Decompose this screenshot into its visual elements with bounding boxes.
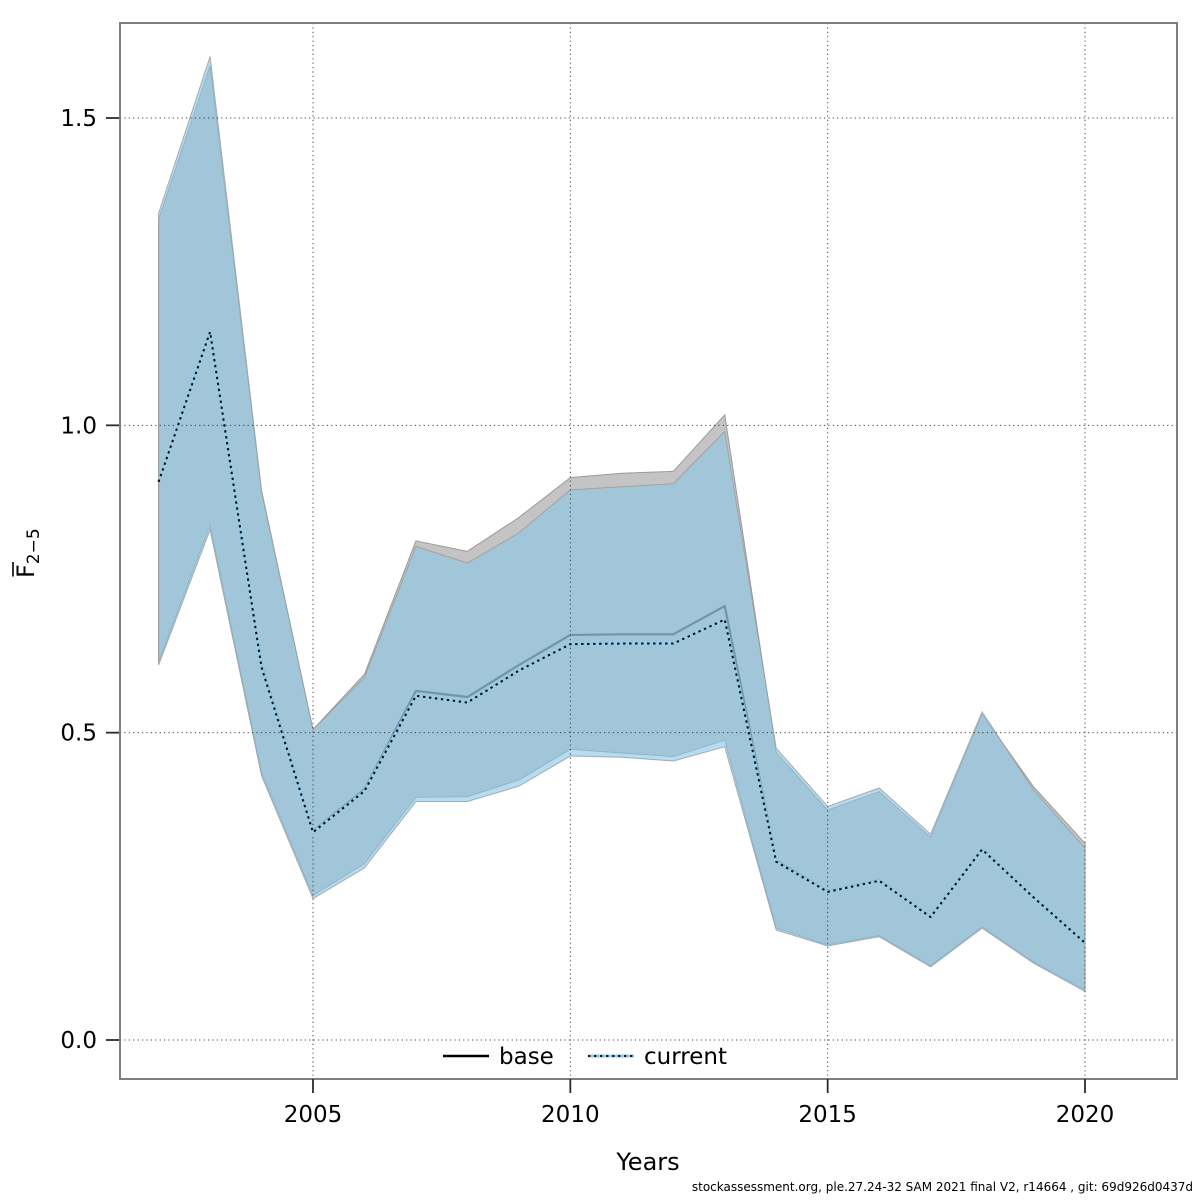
chart-generated-layers: 0.0 0.5 1.0 1.5 2005 2010 2015 2020 [60, 22, 1178, 1128]
axes-frame-layer: 0.0 0.5 1.0 1.5 2005 2010 2015 2020 [60, 22, 1178, 1128]
y-tick-label: 0.5 [60, 721, 97, 747]
y-axis-title: F2−5 [12, 528, 44, 578]
footer-attribution: stockassessment.org, ple.27.24-32 SAM 20… [692, 1180, 1193, 1194]
x-tick-label: 2020 [1056, 1102, 1115, 1128]
current-ci-band [158, 56, 1086, 993]
x-axis-title: Years [615, 1148, 679, 1176]
ci-bands-layer [157, 56, 1086, 993]
series-lines-layer [157, 330, 1086, 945]
current-mean-line [157, 330, 1086, 944]
x-tick-label: 2015 [798, 1102, 857, 1128]
y-axis-title-text: F2−5 [12, 528, 44, 578]
x-tick-label: 2005 [284, 1102, 343, 1128]
y-tick-label: 0.0 [60, 1028, 97, 1054]
x-tick-label: 2010 [541, 1102, 600, 1128]
gridlines-layer [120, 23, 1177, 1079]
legend-current-label: current [644, 1044, 727, 1070]
legend-base-label: base [499, 1044, 554, 1070]
legend: base current [443, 1044, 727, 1070]
y-tick-label: 1.0 [60, 413, 97, 439]
y-tick-label: 1.5 [60, 106, 97, 132]
plot-border [119, 22, 1178, 1080]
